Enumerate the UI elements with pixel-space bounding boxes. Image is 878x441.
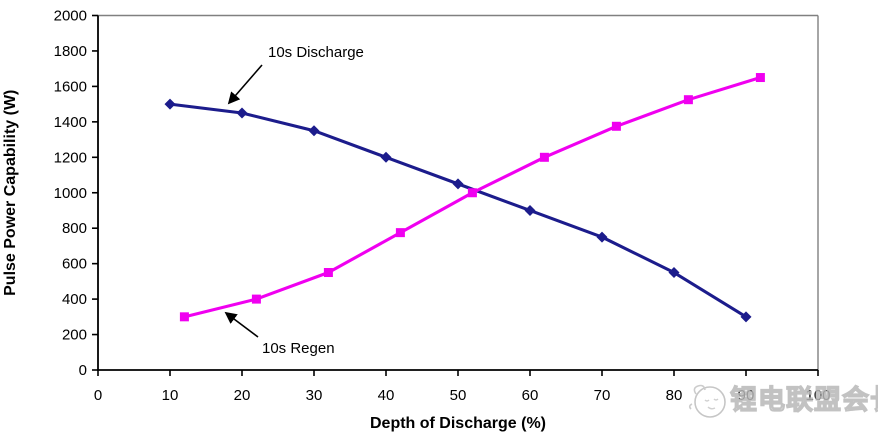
marker-diamond [740, 311, 752, 323]
annotation-arrow [227, 64, 263, 105]
y-tick-label: 1400 [54, 114, 87, 131]
x-tick-label: 40 [378, 387, 395, 404]
marker-diamond [308, 125, 320, 137]
marker-square [539, 152, 549, 162]
marker-square [467, 188, 477, 198]
marker-diamond [164, 98, 176, 110]
marker-square [683, 95, 693, 105]
y-tick-label: 2000 [54, 8, 87, 25]
marker-square [323, 268, 333, 278]
y-tick-label: 400 [62, 291, 87, 308]
marker-square [251, 294, 261, 304]
x-tick-label: 80 [666, 387, 683, 404]
y-tick-label: 0 [79, 362, 87, 379]
x-tick-label: 20 [234, 387, 251, 404]
x-tick-label: 70 [594, 387, 611, 404]
y-tick-label: 200 [62, 327, 87, 344]
y-axis-title: Pulse Power Capability (W) [2, 90, 19, 296]
marker-square [395, 228, 405, 238]
series-line-10s-discharge [168, 102, 748, 319]
marker-diamond [452, 178, 464, 190]
marker-diamond [668, 267, 680, 279]
annotation-label: 10s Discharge [268, 44, 364, 61]
y-tick-label: 1000 [54, 185, 87, 202]
x-axis-title: Depth of Discharge (%) [370, 415, 546, 432]
y-tick-label: 600 [62, 256, 87, 273]
annotation-arrow [224, 311, 259, 338]
x-tick-label: 60 [522, 387, 539, 404]
annotation-label: 10s Regen [262, 340, 335, 357]
y-tick-label: 1200 [54, 149, 87, 166]
x-tick-label: 100 [805, 387, 830, 404]
x-tick-label: 30 [306, 387, 323, 404]
x-tick-label: 0 [94, 387, 102, 404]
x-tick-label: 90 [738, 387, 755, 404]
x-tick-label: 50 [450, 387, 467, 404]
marker-diamond [596, 231, 608, 243]
marker-diamond [524, 204, 536, 216]
x-tick-label: 10 [162, 387, 179, 404]
marker-square [755, 73, 765, 83]
marker-diamond [236, 107, 248, 119]
y-tick-label: 1800 [54, 43, 87, 60]
marker-diamond [380, 151, 392, 163]
marker-square [179, 312, 189, 322]
y-tick-label: 800 [62, 220, 87, 237]
y-tick-label: 1600 [54, 78, 87, 95]
marker-square [611, 121, 621, 131]
